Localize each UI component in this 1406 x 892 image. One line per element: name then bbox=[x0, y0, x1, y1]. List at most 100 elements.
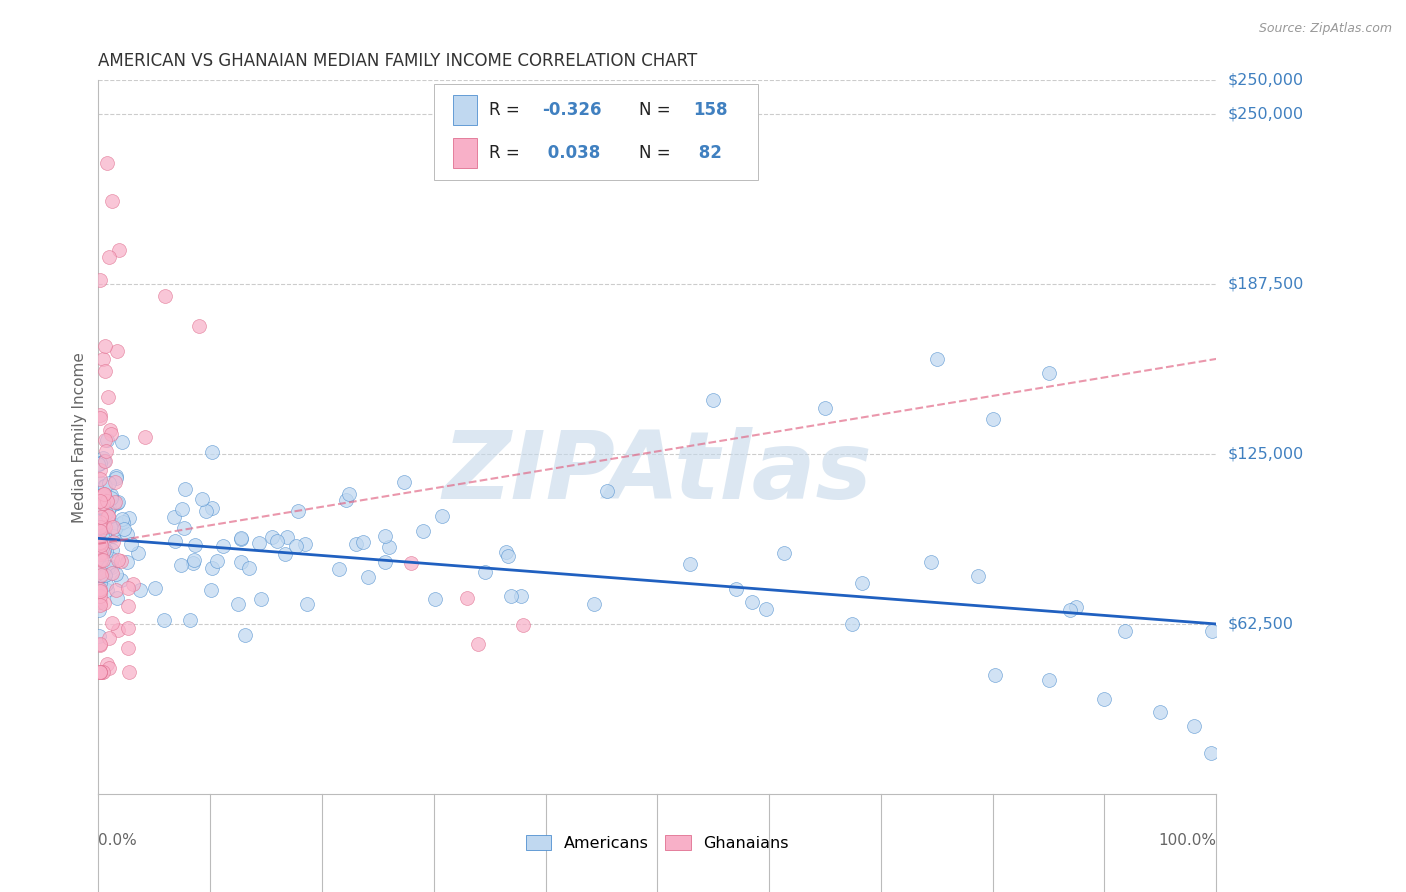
Americans bbox=[1199, 746, 1222, 760]
Americans bbox=[284, 539, 307, 553]
FancyBboxPatch shape bbox=[453, 95, 478, 125]
Americans bbox=[89, 508, 111, 522]
Ghanaians bbox=[93, 486, 115, 500]
Ghanaians bbox=[98, 661, 121, 675]
Ghanaians bbox=[89, 598, 111, 612]
Ghanaians bbox=[89, 494, 111, 508]
Americans bbox=[96, 582, 118, 597]
Americans bbox=[583, 597, 606, 611]
Americans bbox=[111, 515, 134, 529]
Ghanaians bbox=[104, 494, 127, 508]
Americans bbox=[89, 501, 111, 516]
Ghanaians bbox=[101, 534, 124, 549]
Ghanaians bbox=[89, 566, 111, 580]
Americans bbox=[173, 521, 195, 535]
Americans bbox=[107, 494, 129, 508]
Americans bbox=[741, 594, 763, 608]
Americans bbox=[110, 516, 132, 531]
Ghanaians bbox=[97, 509, 120, 524]
Americans bbox=[96, 492, 118, 507]
Americans bbox=[112, 522, 135, 536]
Ghanaians bbox=[89, 585, 111, 599]
Americans bbox=[101, 542, 124, 557]
Ghanaians bbox=[94, 433, 117, 447]
Americans bbox=[94, 479, 117, 493]
Ghanaians bbox=[89, 637, 111, 651]
Americans bbox=[274, 548, 297, 562]
Ghanaians bbox=[94, 339, 117, 353]
Americans bbox=[93, 454, 115, 468]
Text: Source: ZipAtlas.com: Source: ZipAtlas.com bbox=[1258, 22, 1392, 36]
Americans bbox=[90, 545, 112, 559]
Ghanaians bbox=[93, 596, 115, 610]
Ghanaians bbox=[93, 544, 115, 558]
Americans bbox=[335, 493, 357, 508]
Americans bbox=[352, 535, 374, 549]
Americans bbox=[87, 489, 110, 503]
Ghanaians bbox=[117, 581, 139, 595]
Americans bbox=[153, 613, 176, 627]
Americans bbox=[87, 457, 110, 471]
Americans bbox=[165, 534, 187, 549]
Americans bbox=[1201, 624, 1223, 639]
Americans bbox=[89, 521, 111, 535]
Ghanaians bbox=[93, 520, 115, 534]
Ghanaians bbox=[97, 632, 120, 646]
Ghanaians bbox=[118, 665, 141, 679]
Ghanaians bbox=[91, 665, 114, 679]
Ghanaians bbox=[456, 591, 478, 606]
Americans bbox=[773, 546, 796, 560]
Americans bbox=[229, 555, 252, 569]
Americans bbox=[101, 560, 124, 574]
Americans bbox=[90, 476, 112, 491]
Americans bbox=[201, 445, 224, 459]
Ghanaians bbox=[91, 351, 114, 366]
Ghanaians bbox=[101, 194, 124, 209]
Ghanaians bbox=[89, 547, 111, 561]
Text: 158: 158 bbox=[693, 101, 727, 119]
Ghanaians bbox=[101, 520, 124, 534]
Ghanaians bbox=[89, 463, 111, 477]
Americans bbox=[1038, 673, 1060, 687]
Americans bbox=[501, 589, 523, 603]
Americans bbox=[87, 582, 110, 596]
Americans bbox=[226, 598, 249, 612]
Americans bbox=[181, 557, 204, 571]
Americans bbox=[111, 512, 134, 526]
Americans bbox=[93, 541, 115, 556]
Americans bbox=[229, 532, 252, 546]
Text: $187,500: $187,500 bbox=[1227, 277, 1303, 292]
Americans bbox=[412, 524, 434, 538]
Americans bbox=[89, 505, 111, 519]
Americans bbox=[496, 549, 519, 563]
Ghanaians bbox=[117, 621, 139, 635]
Americans bbox=[392, 475, 415, 489]
Americans bbox=[105, 471, 128, 485]
Americans bbox=[94, 567, 117, 582]
Americans bbox=[89, 570, 111, 584]
Americans bbox=[357, 570, 380, 584]
Americans bbox=[94, 507, 117, 521]
Americans bbox=[247, 536, 270, 550]
Americans bbox=[93, 516, 115, 531]
Ghanaians bbox=[134, 429, 156, 443]
Americans bbox=[231, 531, 253, 545]
Americans bbox=[725, 582, 748, 596]
Ghanaians bbox=[93, 454, 115, 468]
Americans bbox=[374, 556, 396, 570]
Americans bbox=[344, 537, 367, 551]
Ghanaians bbox=[97, 250, 120, 264]
Text: N =: N = bbox=[640, 101, 671, 119]
Americans bbox=[169, 558, 191, 573]
Americans bbox=[179, 613, 201, 627]
Ghanaians bbox=[97, 390, 120, 404]
Americans bbox=[211, 539, 233, 553]
Americans bbox=[596, 484, 619, 499]
Americans bbox=[430, 508, 453, 523]
Americans bbox=[115, 555, 138, 569]
Ghanaians bbox=[96, 657, 118, 672]
Americans bbox=[129, 582, 152, 597]
Americans bbox=[851, 576, 873, 591]
Americans bbox=[1059, 603, 1081, 617]
Ghanaians bbox=[97, 509, 120, 524]
